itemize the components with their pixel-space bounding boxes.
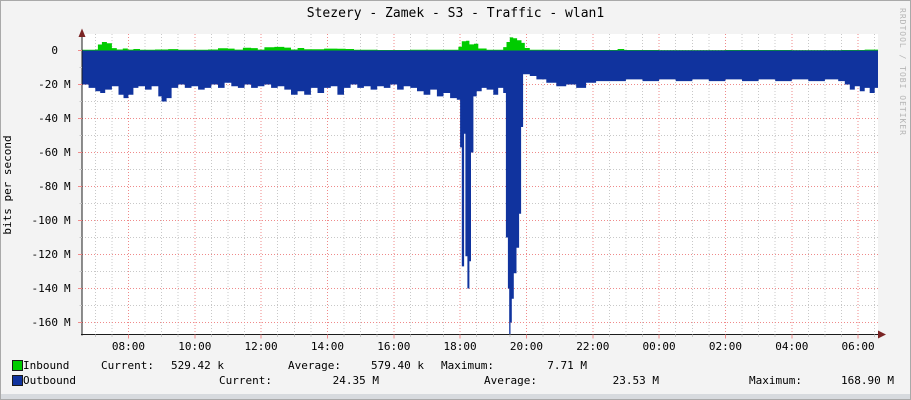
x-tick-label: 16:00 <box>377 340 411 353</box>
legend-inbound-current-label: Current: <box>101 359 154 372</box>
y-tick-unit: M <box>64 213 71 227</box>
x-tick-label: 18:00 <box>443 340 477 353</box>
legend-inbound-average-value: 579.40 k <box>371 359 424 372</box>
y-tick-label: -100 <box>31 213 59 227</box>
legend-row-inbound: Inbound Current: 529.42 k Average: 579.4… <box>1 359 910 372</box>
y-tick-label: -80 <box>38 179 58 193</box>
legend-inbound-current-value: 529.42 k <box>171 359 224 372</box>
x-tick-label: 12:00 <box>244 340 278 353</box>
y-tick-label: -60 <box>38 145 58 159</box>
legend-outbound-maximum-label: Maximum: <box>749 374 802 387</box>
y-tick-unit: M <box>64 179 71 193</box>
chart-title: Stezery - Zamek - S3 - Traffic - wlan1 <box>306 6 605 21</box>
y-tick-label: -40 <box>38 111 58 125</box>
y-tick-unit: M <box>64 247 71 261</box>
outbound-swatch <box>12 375 23 386</box>
y-tick-unit: M <box>64 77 71 91</box>
legend-outbound-average-value: 23.53 M <box>612 374 659 387</box>
y-tick-label: -20 <box>38 77 58 91</box>
y-tick-unit: M <box>64 281 71 295</box>
x-tick-label: 14:00 <box>310 340 344 353</box>
x-tick-label: 10:00 <box>178 340 212 353</box>
y-tick-unit: M <box>64 111 71 125</box>
bottom-strip <box>1 394 910 399</box>
legend-inbound-maximum-label: Maximum: <box>441 359 494 372</box>
legend-outbound-average-label: Average: <box>484 374 537 387</box>
x-tick-label: 02:00 <box>708 340 742 353</box>
x-tick-label: 22:00 <box>576 340 610 353</box>
legend-outbound-current-value: 24.35 M <box>332 374 379 387</box>
legend-outbound-current-label: Current: <box>219 374 272 387</box>
legend-inbound-average-label: Average: <box>288 359 341 372</box>
legend-row-outbound: Outbound Current: 24.35 M Average: 23.53… <box>1 374 910 387</box>
x-tick-label: 08:00 <box>111 340 145 353</box>
y-tick-label: -160 <box>31 315 59 329</box>
y-tick-label: -120 <box>31 247 59 261</box>
legend-inbound-name: Inbound <box>23 359 70 372</box>
legend-outbound-maximum-value: 168.90 M <box>841 374 894 387</box>
y-tick-label: -140 <box>31 281 59 295</box>
x-tick-label: 06:00 <box>841 340 875 353</box>
legend-inbound-maximum-value: 7.71 M <box>547 359 587 372</box>
inbound-swatch <box>12 360 23 371</box>
y-tick-label: 0 <box>51 43 58 57</box>
y-tick-unit: M <box>64 145 71 159</box>
watermark: RRDTOOL / TOBI OETIKER <box>898 8 907 136</box>
y-tick-unit: M <box>64 315 71 329</box>
x-tick-label: 20:00 <box>509 340 543 353</box>
y-axis-label: bits per second <box>1 135 14 235</box>
x-tick-label: 04:00 <box>775 340 809 353</box>
legend-outbound-name: Outbound <box>23 374 76 387</box>
x-tick-label: 00:00 <box>642 340 676 353</box>
